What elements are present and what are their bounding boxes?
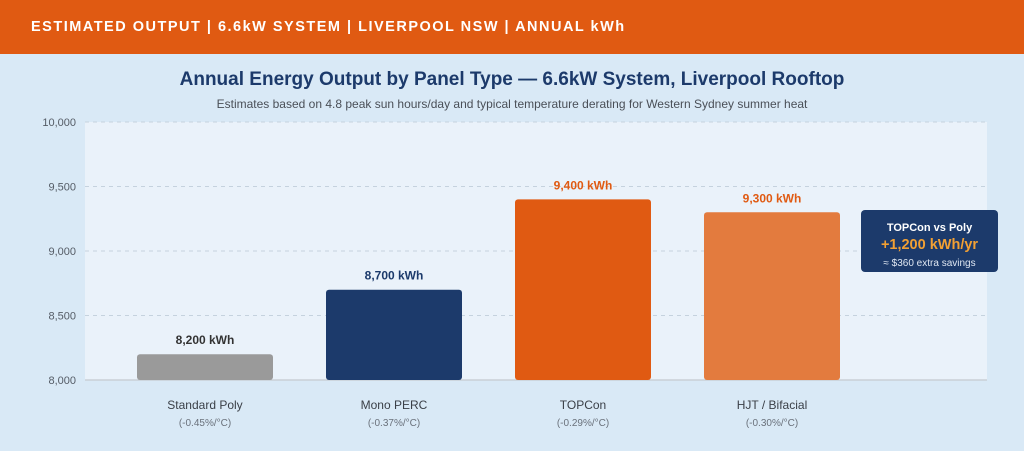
x-tick-note: (-0.29%/°C) [557, 418, 609, 429]
bar [326, 289, 462, 380]
chart-title: Annual Energy Output by Panel Type — 6.6… [179, 69, 845, 90]
y-tick-label: 10,000 [42, 117, 76, 129]
comparison-callout: TOPCon vs Poly +1,200 kWh/yr ≈ $360 extr… [861, 210, 998, 272]
banner-title: ESTIMATED OUTPUT | 6.6kW SYSTEM | LIVERP… [31, 19, 626, 35]
x-tick-label: HJT / Bifacial [737, 398, 807, 412]
y-tick-label: 9,000 [48, 246, 76, 258]
bar [515, 199, 651, 380]
x-tick-label: Standard Poly [167, 398, 242, 412]
bar [704, 212, 840, 380]
x-tick-note: (-0.37%/°C) [368, 418, 420, 429]
y-tick-label: 8,000 [48, 375, 76, 387]
x-tick-note: (-0.30%/°C) [746, 418, 798, 429]
x-tick-label: TOPCon [560, 398, 606, 412]
callout-title: TOPCon vs Poly [886, 222, 973, 234]
bar-value-label: 8,200 kWh [176, 333, 235, 347]
callout-value: +1,200 kWh/yr [880, 237, 979, 253]
bar [137, 354, 273, 380]
bar-value-label: 8,700 kWh [365, 269, 424, 283]
x-tick-note: (-0.45%/°C) [179, 418, 231, 429]
header-banner: ESTIMATED OUTPUT | 6.6kW SYSTEM | LIVERP… [0, 0, 1024, 54]
bar-value-label: 9,300 kWh [743, 191, 802, 205]
chart-subtitle: Estimates based on 4.8 peak sun hours/da… [216, 97, 808, 111]
y-tick-label: 8,500 [48, 311, 76, 323]
y-tick-label: 9,500 [48, 182, 76, 194]
bar-value-label: 9,400 kWh [554, 178, 613, 192]
x-tick-label: Mono PERC [361, 398, 428, 412]
callout-note: ≈ $360 extra savings [883, 258, 976, 269]
